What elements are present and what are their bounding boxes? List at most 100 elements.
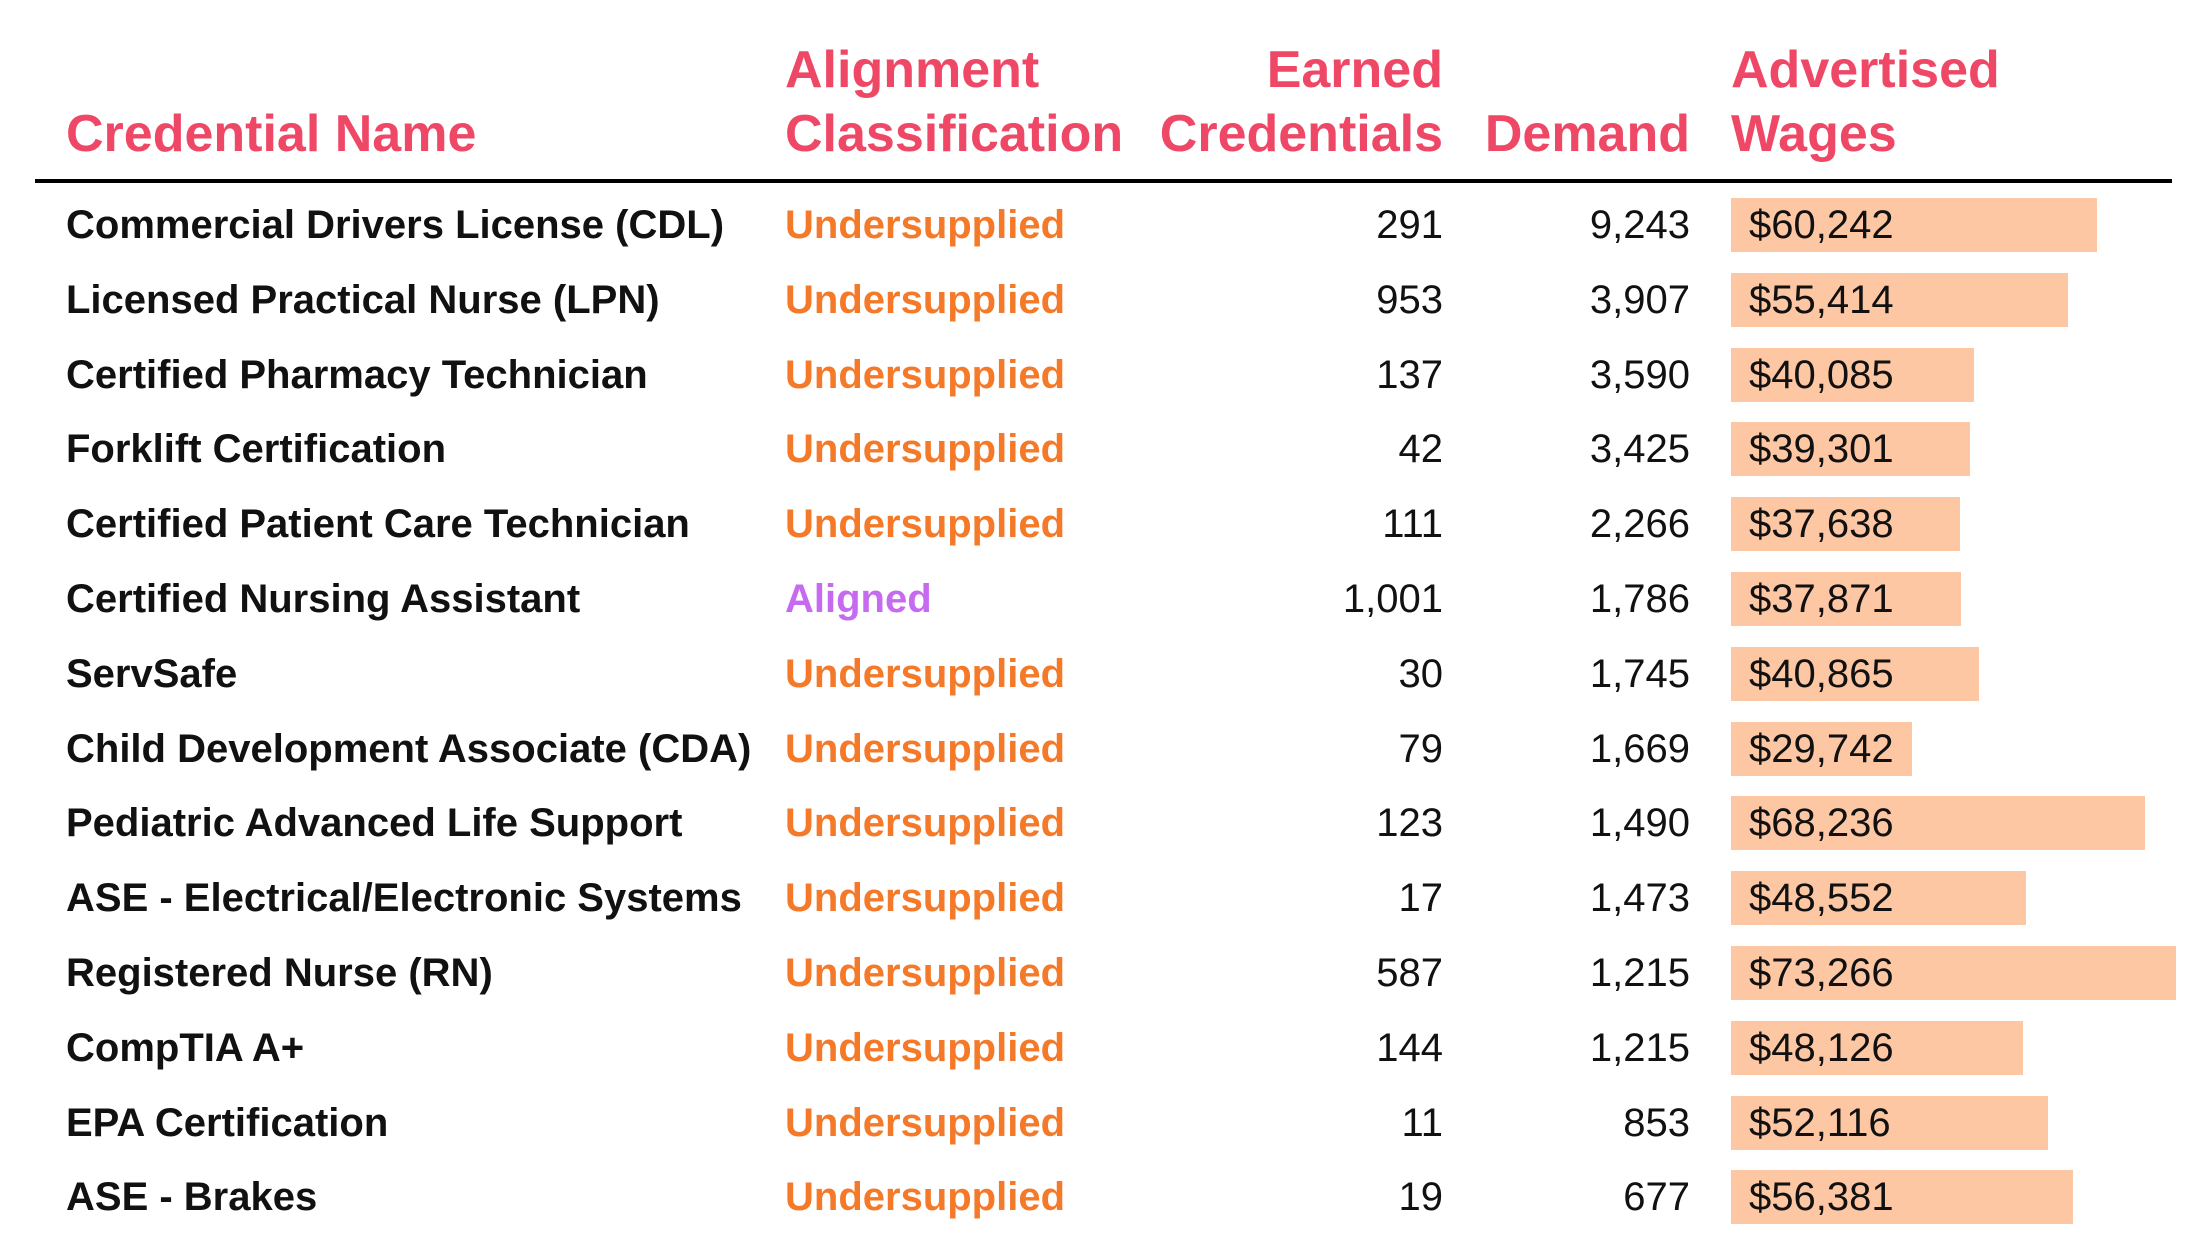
header-earned-credentials: Earned Credentials: [1160, 38, 1443, 166]
wage-label: $37,871: [1749, 577, 1894, 621]
wage-bar: [1731, 796, 2145, 851]
wage-bar: [1731, 646, 1979, 701]
earned-credentials-value: 1,001: [1342, 577, 1443, 621]
table-row: EPA Certification Undersupplied 11 853 $52,1…: [0, 1086, 2200, 1160]
header-divider: [35, 179, 2172, 183]
header-wages-line2: Wages: [1731, 105, 1897, 163]
demand-value: 1,473: [1589, 876, 1690, 921]
wage-label: $60,242: [1749, 203, 1894, 247]
credential-name: Commercial Drivers License (CDL): [66, 203, 725, 247]
earned-credentials-value: 123: [1376, 801, 1443, 846]
earned-credentials-value: 30: [1398, 651, 1444, 696]
table-row: ASE - Electrical/Electronic Systems Under…: [0, 861, 2200, 935]
alignment-classification: Undersupplied: [785, 876, 1066, 921]
wage-label: $40,085: [1749, 352, 1894, 397]
header-credential-name: Credential Name: [66, 102, 476, 166]
header-advertised-wages: Advertised Wages: [1731, 38, 2000, 166]
wage-bar: [1731, 1170, 2073, 1225]
table-row: CompTIA A+ Undersupplied 144 1,215 $48,126: [0, 1011, 2200, 1085]
wage-label: $37,638: [1749, 502, 1894, 547]
wage-label: $48,552: [1749, 876, 1894, 921]
wage-label: $39,301: [1749, 427, 1894, 472]
wage-bar: [1731, 572, 1961, 626]
table-row: Certified Pharmacy Technician Undersuppli…: [0, 338, 2200, 412]
table-row: Certified Nursing Assistant Aligned 1,001 1…: [0, 562, 2200, 636]
wage-label: $55,414: [1749, 277, 1894, 322]
credential-name: Pediatric Advanced Life Support: [66, 801, 683, 846]
credential-name: Licensed Practical Nurse (LPN): [66, 277, 660, 322]
header-demand: Demand: [1485, 102, 1690, 166]
demand-value: 1,786: [1589, 577, 1690, 621]
header-alignment-classification: Alignment Classification: [785, 38, 1123, 166]
table-row: Licensed Practical Nurse (LPN) Undersuppl…: [0, 263, 2200, 337]
demand-value: 1,215: [1589, 951, 1690, 995]
alignment-classification: Undersupplied: [785, 726, 1066, 771]
earned-credentials-value: 291: [1376, 203, 1443, 247]
credential-name: EPA Certification: [66, 1100, 389, 1145]
table-row: ASE - Brakes Undersupplied 19 677 $56,381: [0, 1160, 2200, 1234]
credential-name: ASE - Electrical/Electronic Systems: [66, 876, 742, 921]
demand-value: 9,243: [1589, 203, 1690, 247]
alignment-classification: Aligned: [785, 577, 932, 621]
alignment-classification: Undersupplied: [785, 277, 1066, 322]
demand-value: 677: [1623, 1175, 1690, 1220]
alignment-classification: Undersupplied: [785, 427, 1066, 472]
credential-name: Certified Patient Care Technician: [66, 502, 690, 547]
demand-value: 2,266: [1589, 502, 1690, 547]
header-earned-line2: Credentials: [1159, 105, 1443, 163]
wage-label: $40,865: [1749, 651, 1894, 696]
earned-credentials-value: 587: [1376, 951, 1443, 995]
earned-credentials-value: 79: [1398, 726, 1444, 771]
table-row: Certified Patient Care Technician Undersu…: [0, 487, 2200, 561]
credential-name: Registered Nurse (RN): [66, 951, 493, 995]
wage-label: $73,266: [1749, 951, 1894, 995]
credential-name: ASE - Brakes: [66, 1175, 318, 1220]
alignment-classification: Undersupplied: [785, 651, 1066, 696]
wage-bar: [1731, 347, 1974, 402]
demand-value: 853: [1623, 1100, 1690, 1145]
earned-credentials-value: 144: [1376, 1025, 1443, 1070]
alignment-classification: Undersupplied: [785, 1100, 1066, 1145]
header-alignment-line1: Alignment: [785, 41, 1040, 99]
wage-bar: [1731, 871, 2026, 926]
demand-value: 1,215: [1589, 1025, 1690, 1070]
table-row: Commercial Drivers License (CDL) Undersup…: [0, 188, 2200, 262]
table-row: ServSafe Undersupplied 30 1,745 $40,865: [0, 637, 2200, 711]
earned-credentials-value: 953: [1376, 277, 1443, 322]
alignment-classification: Undersupplied: [785, 1175, 1066, 1220]
alignment-classification: Undersupplied: [785, 502, 1066, 547]
wage-label: $56,381: [1749, 1175, 1894, 1220]
earned-credentials-value: 111: [1382, 502, 1443, 547]
demand-value: 3,590: [1589, 352, 1690, 397]
wage-label: $48,126: [1749, 1025, 1894, 1070]
credential-name: Certified Nursing Assistant: [66, 577, 581, 621]
demand-value: 1,490: [1589, 801, 1690, 846]
credential-name: ServSafe: [66, 651, 238, 696]
table-row: Child Development Associate (CDA) Undersu…: [0, 712, 2200, 786]
wage-bar: [1731, 497, 1960, 552]
credential-name: CompTIA A+: [66, 1025, 305, 1070]
earned-credentials-value: 42: [1398, 427, 1444, 472]
alignment-classification: Undersupplied: [785, 951, 1066, 995]
demand-value: 3,425: [1589, 427, 1690, 472]
wage-bar: [1731, 272, 2068, 327]
earned-credentials-value: 11: [1401, 1100, 1443, 1145]
wage-bar: [1731, 198, 2097, 252]
wage-bar: [1731, 1020, 2023, 1075]
header-alignment-line2: Classification: [785, 105, 1124, 163]
alignment-classification: Undersupplied: [785, 801, 1066, 846]
alignment-classification: Undersupplied: [785, 203, 1066, 247]
header-earned-line1: Earned: [1266, 41, 1443, 99]
earned-credentials-value: 137: [1376, 352, 1443, 397]
table-row: Pediatric Advanced Life Support Undersupp…: [0, 786, 2200, 860]
credential-name: Child Development Associate (CDA): [66, 726, 752, 771]
wage-label: $29,742: [1749, 726, 1894, 771]
table-row: Forklift Certification Undersupplied 42 3,4…: [0, 412, 2200, 486]
table-row: Registered Nurse (RN) Undersupplied 587 1,2…: [0, 936, 2200, 1010]
alignment-classification: Undersupplied: [785, 1025, 1066, 1070]
credential-name: Certified Pharmacy Technician: [66, 352, 648, 397]
wage-bar: [1731, 1095, 2048, 1150]
header-wages-line1: Advertised: [1731, 41, 2000, 99]
wage-bar: [1731, 946, 2176, 1000]
